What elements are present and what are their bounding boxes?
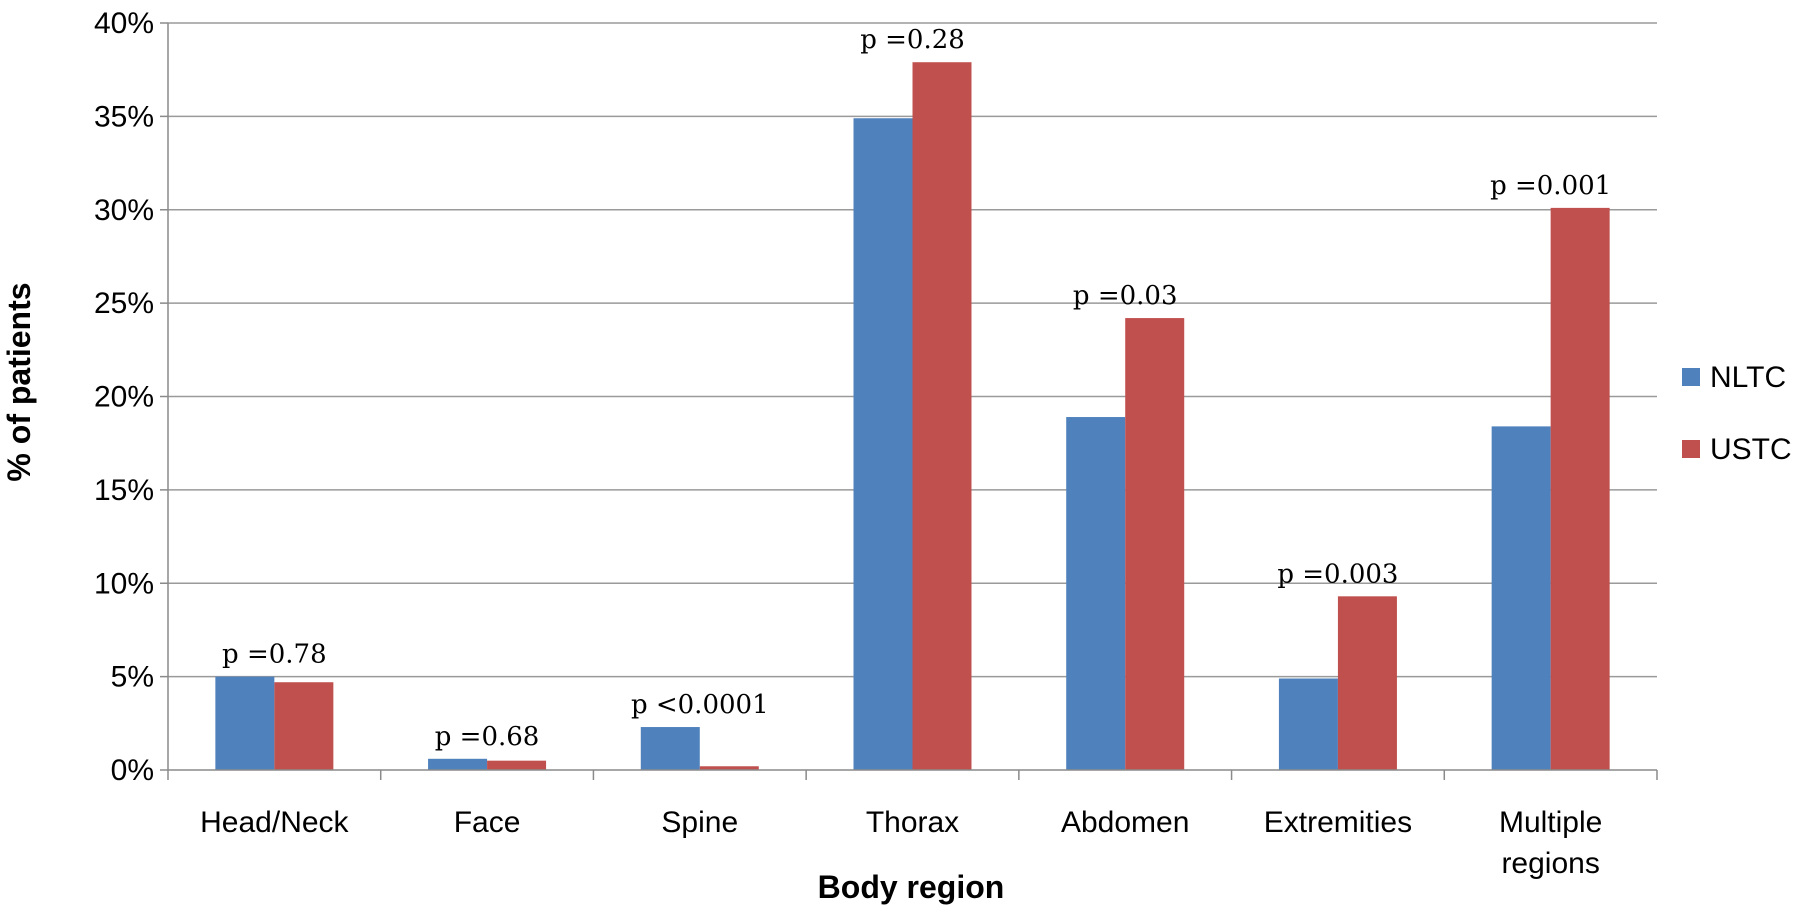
bar-nltc bbox=[1278, 678, 1338, 770]
bar-ustc bbox=[699, 766, 759, 770]
bar-nltc bbox=[428, 758, 488, 770]
p-value-label: p =0.68 bbox=[435, 722, 540, 752]
bar-ustc bbox=[487, 760, 547, 770]
legend-swatch-ustc bbox=[1682, 440, 1700, 458]
bar-nltc bbox=[1491, 426, 1551, 770]
x-category-label: Multiple regions bbox=[1499, 806, 1602, 880]
legend: NLTC USTC bbox=[1682, 361, 1792, 466]
p-value-label: p <0.0001 bbox=[631, 690, 769, 720]
y-tick-label: 10% bbox=[94, 567, 154, 600]
y-axis-ticks: 0% 5% 10% 15% 20% 25% 30% 35% 40% bbox=[94, 7, 168, 787]
p-value-label: p =0.001 bbox=[1490, 171, 1611, 201]
p-value-label: p =0.28 bbox=[860, 25, 965, 55]
x-category-label: Extremities bbox=[1264, 806, 1412, 839]
bar-ustc bbox=[1337, 596, 1397, 770]
axes bbox=[167, 23, 1658, 780]
p-value-label: p =0.03 bbox=[1073, 281, 1178, 311]
bar-nltc bbox=[1066, 417, 1126, 770]
y-tick-label: 5% bbox=[111, 661, 154, 694]
y-axis-title: % of patients bbox=[1, 282, 37, 481]
x-axis-title: Body region bbox=[818, 869, 1005, 905]
x-category-label: Thorax bbox=[866, 806, 959, 839]
p-value-annotations: p =0.78 p =0.68 p <0.0001 p =0.28 p =0.03 p =… bbox=[222, 25, 1611, 752]
y-tick-label: 25% bbox=[94, 287, 154, 320]
x-axis-categories: Head/Neck Face Spine Thorax Abdomen Extremiti… bbox=[200, 806, 1602, 880]
bars bbox=[215, 62, 1610, 771]
bar-nltc bbox=[640, 727, 700, 770]
bar-nltc bbox=[215, 676, 275, 770]
y-tick-label: 40% bbox=[94, 7, 154, 40]
bar-ustc bbox=[1125, 318, 1185, 770]
y-tick-label: 20% bbox=[94, 381, 154, 414]
legend-label-nltc: NLTC bbox=[1710, 361, 1786, 394]
bar-ustc bbox=[274, 682, 334, 770]
x-category-label: Head/Neck bbox=[200, 806, 349, 839]
x-category-label: Abdomen bbox=[1061, 806, 1189, 839]
y-tick-label: 0% bbox=[111, 754, 154, 787]
bar-ustc bbox=[912, 62, 972, 770]
y-tick-label: 15% bbox=[94, 474, 154, 507]
bar-ustc bbox=[1550, 207, 1610, 770]
legend-label-ustc: USTC bbox=[1710, 433, 1792, 466]
x-category-label: Spine bbox=[661, 806, 738, 839]
bar-nltc bbox=[853, 118, 913, 771]
x-category-label: Face bbox=[454, 806, 521, 839]
legend-swatch-nltc bbox=[1682, 368, 1700, 386]
p-value-label: p =0.78 bbox=[222, 640, 327, 670]
y-tick-label: 35% bbox=[94, 100, 154, 133]
p-value-label: p =0.003 bbox=[1277, 559, 1398, 589]
y-tick-label: 30% bbox=[94, 194, 154, 227]
